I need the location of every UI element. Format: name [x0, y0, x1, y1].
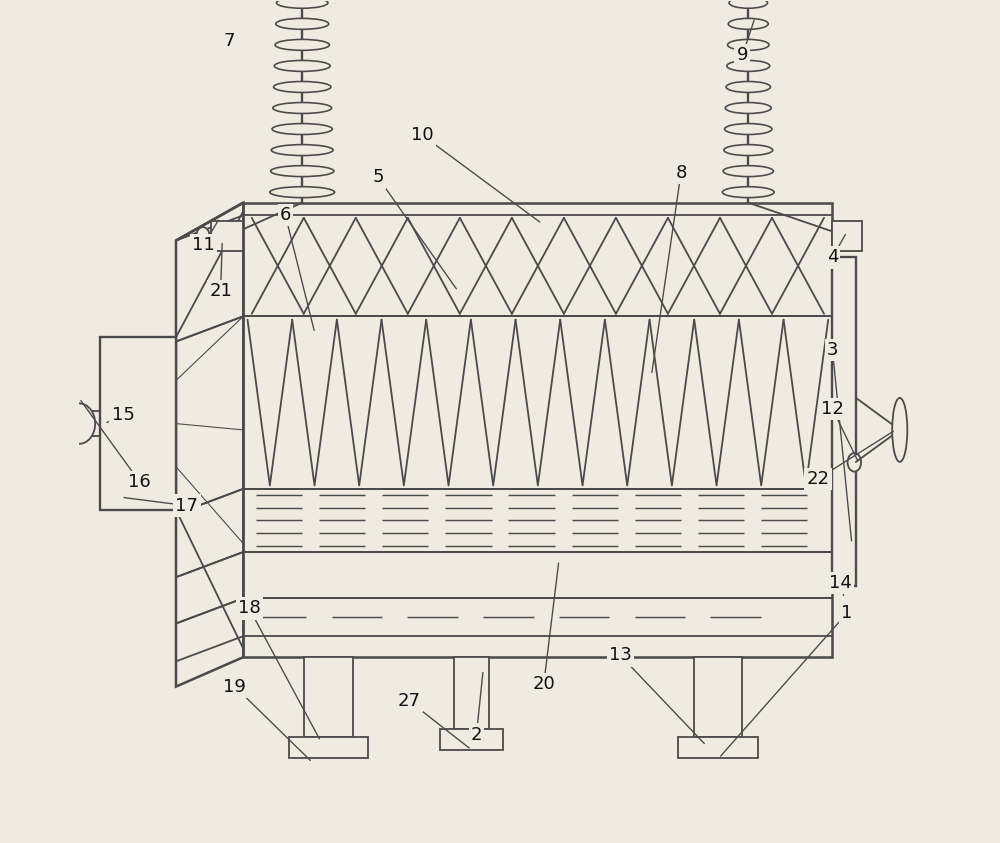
- Ellipse shape: [722, 186, 774, 197]
- Text: 7: 7: [223, 32, 235, 50]
- Ellipse shape: [276, 19, 329, 30]
- Ellipse shape: [270, 186, 335, 197]
- Bar: [100, 337, 176, 510]
- Text: 18: 18: [238, 599, 261, 617]
- Ellipse shape: [276, 0, 328, 8]
- Text: 13: 13: [609, 647, 632, 664]
- Bar: [832, 257, 856, 586]
- Bar: [243, 202, 832, 658]
- Ellipse shape: [892, 398, 907, 462]
- Text: 3: 3: [827, 341, 838, 359]
- Ellipse shape: [196, 227, 210, 245]
- Text: 12: 12: [821, 400, 844, 418]
- Ellipse shape: [725, 103, 771, 114]
- Ellipse shape: [271, 166, 334, 176]
- Text: 5: 5: [372, 169, 384, 186]
- Ellipse shape: [728, 40, 769, 51]
- Bar: [211, 221, 243, 251]
- Ellipse shape: [725, 124, 772, 135]
- Ellipse shape: [272, 124, 332, 135]
- Bar: [678, 737, 758, 758]
- Text: 6: 6: [280, 207, 291, 224]
- Bar: [454, 658, 489, 728]
- Bar: [304, 658, 353, 737]
- Text: 4: 4: [827, 249, 838, 266]
- Ellipse shape: [275, 40, 329, 51]
- Ellipse shape: [273, 103, 332, 114]
- Ellipse shape: [724, 145, 773, 156]
- Ellipse shape: [63, 404, 95, 443]
- Ellipse shape: [729, 0, 768, 8]
- Ellipse shape: [271, 145, 333, 156]
- Text: 20: 20: [532, 675, 555, 693]
- Ellipse shape: [723, 166, 773, 176]
- Text: 11: 11: [192, 236, 215, 254]
- Text: 27: 27: [398, 692, 421, 710]
- Ellipse shape: [274, 61, 330, 72]
- Text: 2: 2: [471, 726, 482, 744]
- Text: 9: 9: [737, 46, 748, 64]
- Text: 22: 22: [807, 470, 830, 488]
- Text: 8: 8: [675, 164, 687, 182]
- Text: 16: 16: [128, 473, 151, 491]
- Text: 17: 17: [175, 497, 198, 515]
- Ellipse shape: [726, 82, 770, 93]
- Polygon shape: [176, 202, 243, 686]
- Text: 21: 21: [209, 282, 232, 300]
- Text: 19: 19: [223, 678, 246, 695]
- Text: 15: 15: [112, 405, 134, 424]
- Ellipse shape: [274, 82, 331, 93]
- Ellipse shape: [728, 19, 768, 30]
- Text: 1: 1: [841, 604, 852, 622]
- Bar: [289, 737, 368, 758]
- Ellipse shape: [727, 61, 770, 72]
- Text: 14: 14: [829, 574, 852, 592]
- Text: 10: 10: [411, 126, 434, 144]
- Bar: [440, 728, 503, 749]
- Bar: [832, 221, 862, 251]
- Bar: [694, 658, 742, 737]
- Ellipse shape: [848, 453, 861, 471]
